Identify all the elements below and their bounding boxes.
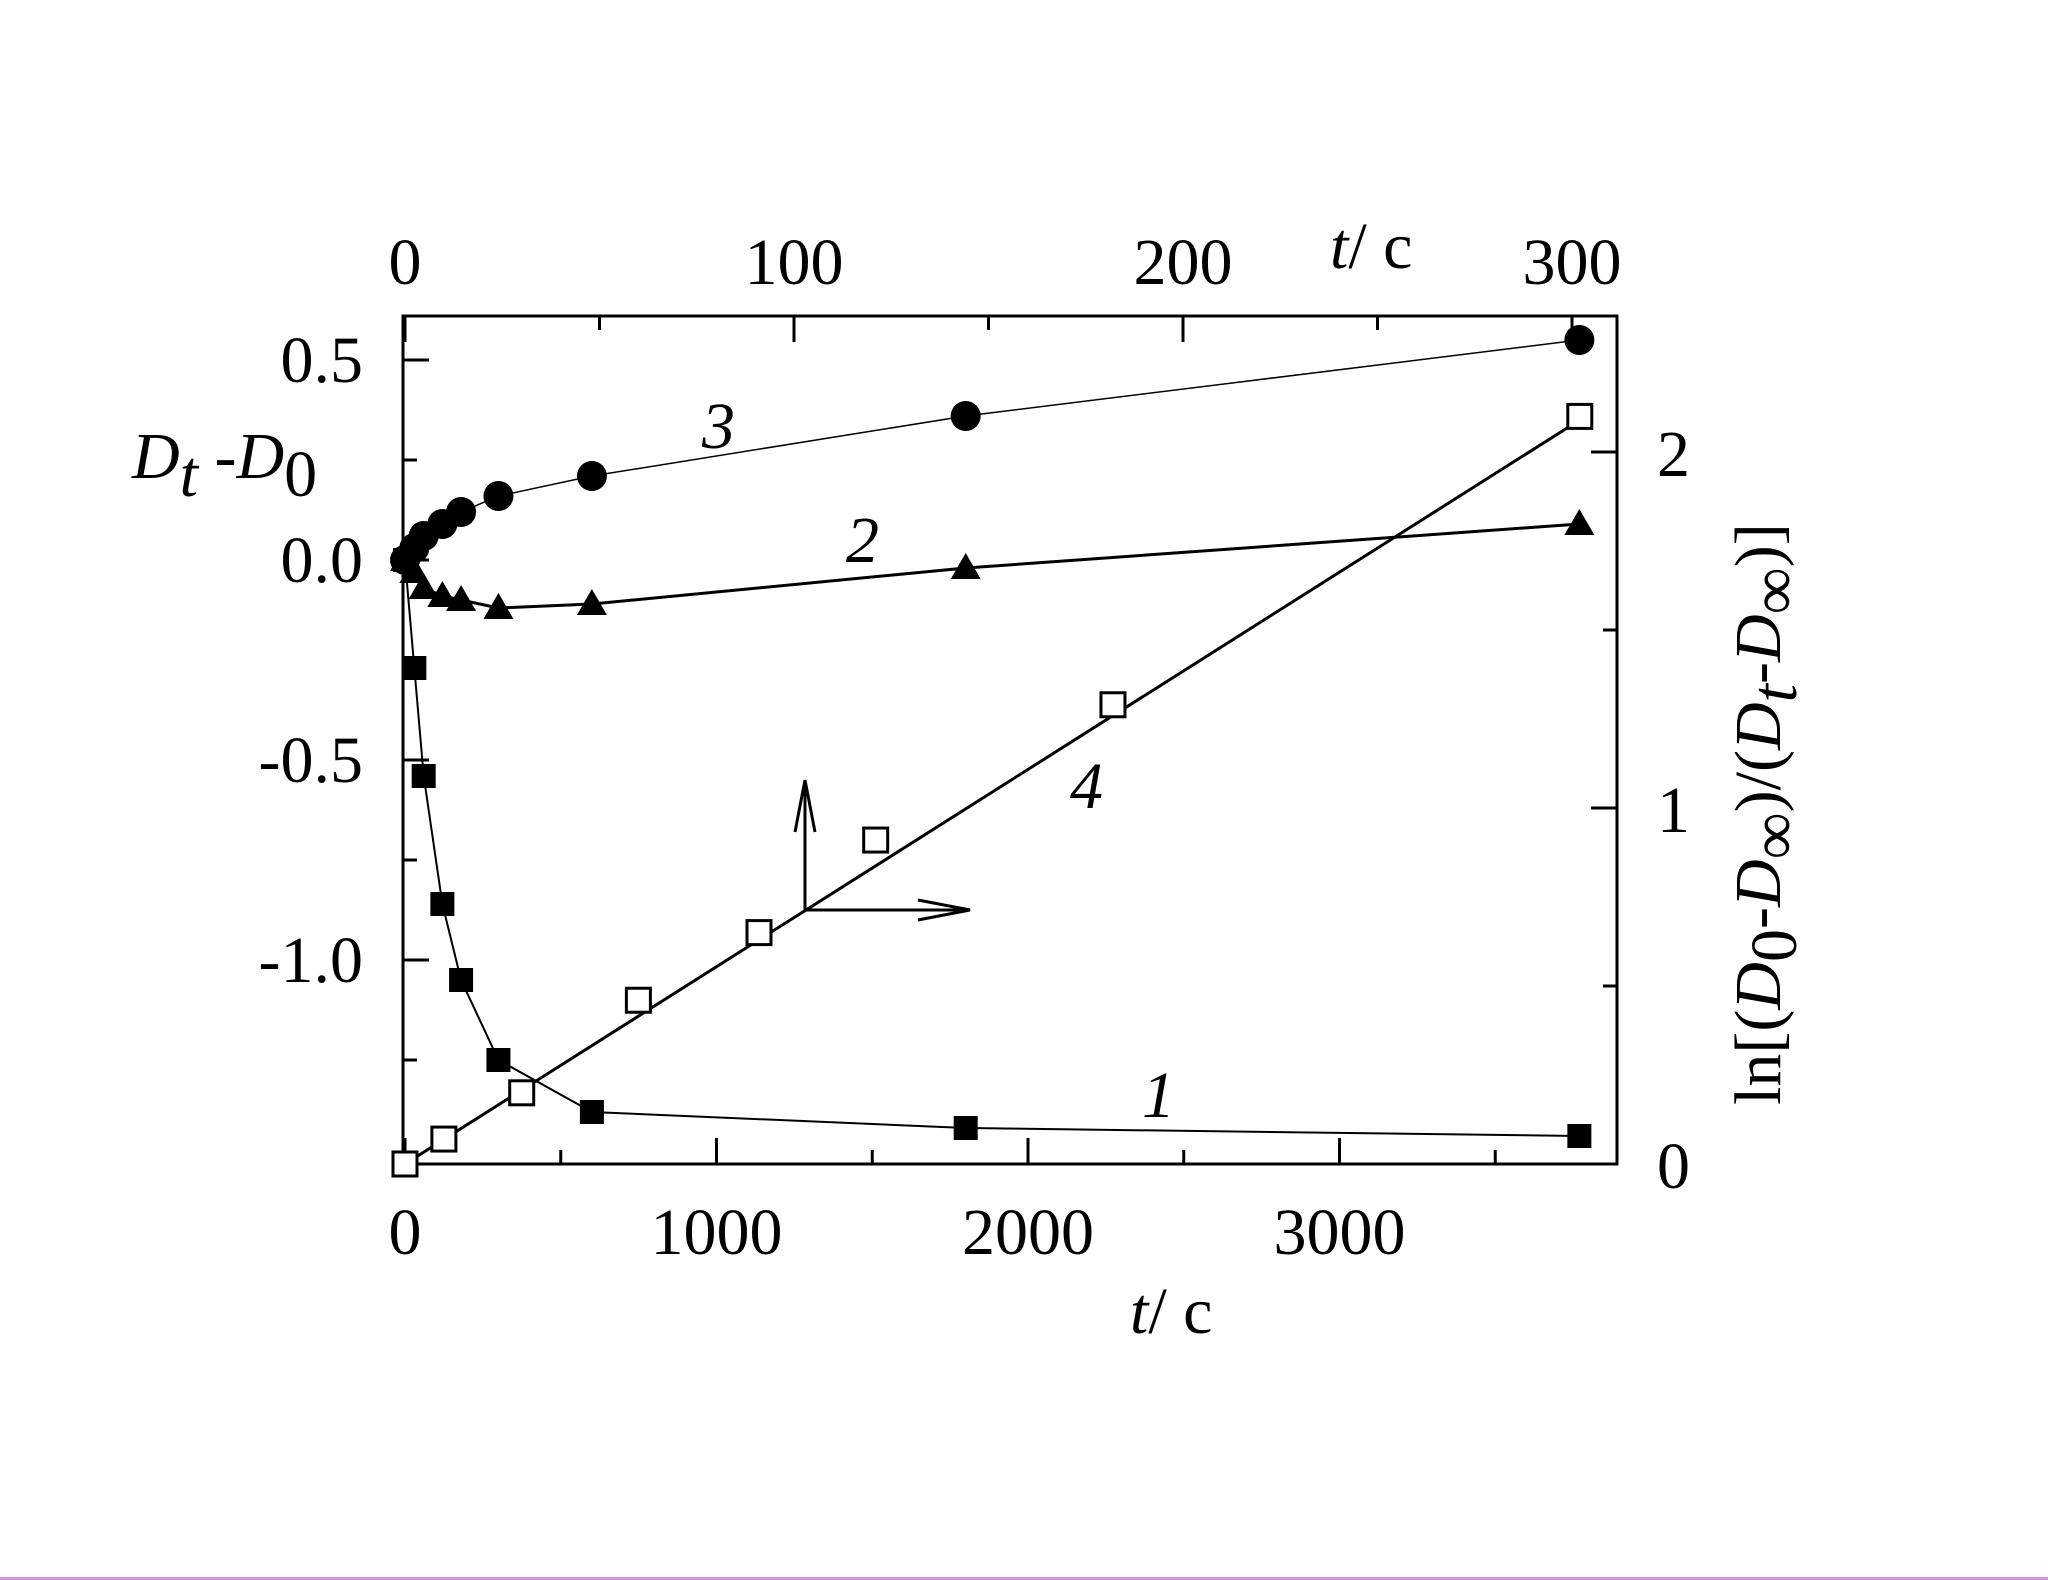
- curve-label-1: 1: [1142, 1059, 1175, 1132]
- series-1-line: [404, 559, 1580, 1137]
- y-right-title-part-3: -: [1722, 907, 1795, 929]
- y-right-tick-label: 1: [1657, 774, 1690, 847]
- series-4-point: [624, 986, 652, 1014]
- x-top-tick-label: 300: [1523, 226, 1622, 299]
- x-top-tick-label: 100: [745, 226, 844, 299]
- x-bottom-axis-unit: / c: [1148, 1275, 1212, 1348]
- series-2-point: [950, 553, 981, 579]
- y-right-title-part-12: )]: [1722, 523, 1795, 567]
- series-1-point: [449, 968, 474, 992]
- axis-pointer-arrows: [793, 779, 971, 922]
- series-1-point: [430, 892, 455, 916]
- series-4-point: [862, 826, 890, 854]
- x-top-axis-unit: / c: [1348, 210, 1412, 283]
- x-top-axis-var: t: [1330, 210, 1350, 283]
- curve-label-4: 4: [1070, 750, 1103, 823]
- x-bottom-axis-title: t/ c: [1130, 1275, 1212, 1348]
- x-top-tick-label: 200: [1134, 226, 1233, 299]
- x-bottom-tick-label: 3000: [1274, 1196, 1406, 1269]
- series-1-point: [953, 1116, 978, 1140]
- series-2-point: [483, 593, 514, 619]
- curve-label-3: 3: [701, 390, 735, 463]
- series-1-point: [1567, 1124, 1592, 1148]
- series-lines: [403, 339, 1581, 1166]
- series-3-point: [446, 497, 477, 527]
- series-4-point: [508, 1079, 536, 1107]
- y-left-title-sub-t: t: [180, 438, 200, 511]
- y-right-title-part-6: )/(: [1722, 750, 1795, 812]
- series-3-point: [576, 461, 607, 491]
- axis-ticks: [403, 316, 1617, 1166]
- series-4-point: [745, 919, 773, 947]
- y-right-title-part-2: 0: [1738, 929, 1811, 962]
- series-4-fit-line: [404, 418, 1581, 1166]
- y-right-title-part-8: t: [1738, 682, 1811, 702]
- x-top-tick-label: 0: [389, 226, 422, 299]
- x-top-axis-title: t/ c: [1330, 210, 1412, 283]
- x-bottom-tick-label: 0: [389, 1196, 422, 1269]
- series-1-point: [579, 1100, 604, 1124]
- y-right-title-part-1: D: [1722, 962, 1795, 1011]
- pointer-arrow-up-head: [793, 779, 817, 833]
- y-left-tick-label: 0.5: [281, 324, 364, 397]
- y-right-title-part-5: ∞: [1738, 812, 1811, 859]
- y-left-axis-title: Dt -D0: [131, 420, 317, 511]
- series-2-line: [403, 522, 1580, 610]
- series-3-point: [483, 481, 514, 511]
- series-2-point: [1564, 509, 1595, 535]
- x-bottom-tick-label: 2000: [962, 1196, 1094, 1269]
- tick-labels: 0 1000 2000 3000 0 100 200 300 0.5 0.0 -0.5 -1.0 0 1 2: [259, 226, 1690, 1269]
- series-3-line: [404, 339, 1580, 561]
- y-left-tick-label: -1.0: [259, 924, 363, 997]
- series-1-point: [411, 764, 436, 788]
- y-right-tick-label: 0: [1657, 1130, 1690, 1203]
- pointer-arrow-right-head: [917, 898, 971, 922]
- series-2-point: [408, 573, 439, 599]
- y-right-title-part-11: ∞: [1738, 567, 1811, 614]
- series-2-point: [427, 581, 458, 607]
- series-3-point: [950, 401, 981, 431]
- y-left-title-D: D: [131, 420, 180, 493]
- series-2-point: [446, 585, 477, 611]
- y-right-axis-title: ln[(D0-D∞)/(Dt-D∞)]: [1722, 523, 1811, 1105]
- curve-label-2: 2: [846, 504, 879, 577]
- y-left-title-minus-D: -D: [198, 420, 284, 493]
- y-left-tick-label: 0.0: [281, 524, 364, 597]
- series-1-point: [402, 656, 427, 680]
- series-4-point: [1566, 402, 1594, 430]
- y-right-title-part-9: -: [1722, 662, 1795, 684]
- y-right-title-part-4: D: [1722, 859, 1795, 908]
- series-4-point: [430, 1125, 458, 1153]
- y-left-tick-label: -0.5: [259, 724, 363, 797]
- series-4-point: [391, 1150, 419, 1178]
- y-left-title-sub-0: 0: [284, 438, 317, 511]
- bottom-rule: [0, 1577, 2048, 1580]
- y-right-title-part-0: ln[(: [1722, 1010, 1795, 1105]
- y-right-title-part-10: D: [1722, 614, 1795, 663]
- series-markers: [390, 325, 1595, 1178]
- y-right-title-part-7: D: [1722, 702, 1795, 751]
- series-3-point: [1564, 325, 1595, 355]
- series-4-point: [1099, 691, 1127, 719]
- y-right-tick-label: 2: [1657, 418, 1690, 491]
- series-1-point: [486, 1048, 511, 1072]
- x-bottom-tick-label: 1000: [651, 1196, 783, 1269]
- x-bottom-axis-var: t: [1130, 1275, 1150, 1348]
- series-2-point: [576, 589, 607, 615]
- plot-frame: [401, 314, 1619, 1166]
